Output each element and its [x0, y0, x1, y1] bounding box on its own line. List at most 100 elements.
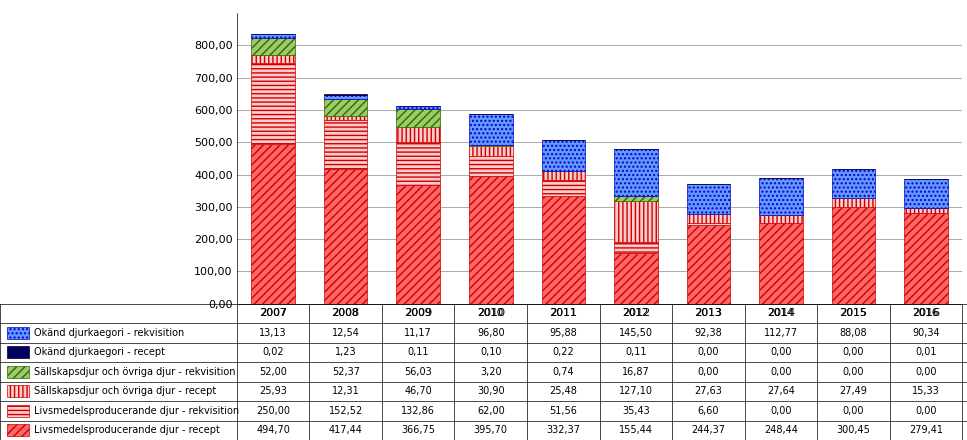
Text: 2013: 2013	[695, 308, 721, 319]
Bar	[7, 346, 29, 358]
Text: 90,34: 90,34	[912, 328, 940, 338]
Text: 12,54: 12,54	[332, 328, 360, 338]
Text: 2007: 2007	[260, 308, 286, 319]
Text: 2008: 2008	[333, 308, 359, 319]
Text: 279,41: 279,41	[909, 425, 943, 435]
Text: 300,45: 300,45	[836, 425, 870, 435]
Bar	[614, 253, 658, 304]
Text: 2012: 2012	[623, 308, 649, 319]
Bar	[469, 156, 513, 176]
Bar	[832, 169, 875, 198]
Text: 0,74: 0,74	[552, 367, 574, 377]
Bar	[324, 99, 367, 116]
Text: 96,80: 96,80	[477, 328, 505, 338]
Bar	[614, 201, 658, 242]
Text: 0,00: 0,00	[770, 406, 792, 416]
Bar	[7, 385, 29, 397]
Text: 2014: 2014	[768, 308, 794, 319]
Text: 2011: 2011	[550, 308, 576, 319]
Text: Okänd djurkaegori - recept: Okänd djurkaegori - recept	[35, 347, 165, 357]
Text: 127,10: 127,10	[619, 386, 653, 396]
Text: 0,02: 0,02	[262, 347, 284, 357]
Text: 92,38: 92,38	[694, 328, 722, 338]
Bar	[904, 180, 948, 209]
Text: 0,22: 0,22	[552, 347, 574, 357]
Text: 25,48: 25,48	[549, 386, 577, 396]
Bar	[542, 180, 585, 196]
Text: 395,70: 395,70	[474, 425, 508, 435]
Text: 244,37: 244,37	[691, 425, 725, 435]
Text: 27,63: 27,63	[694, 386, 722, 396]
Bar	[687, 223, 730, 225]
Text: Livsmedelsproducerande djur - rekvisition: Livsmedelsproducerande djur - rekvisitio…	[35, 406, 240, 416]
Text: 56,03: 56,03	[404, 367, 432, 377]
Text: 494,70: 494,70	[256, 425, 290, 435]
Bar	[469, 176, 513, 304]
Text: 366,75: 366,75	[401, 425, 435, 435]
Bar	[251, 63, 295, 144]
Bar	[324, 116, 367, 120]
Bar	[7, 425, 29, 436]
Text: 6,60: 6,60	[697, 406, 719, 416]
Text: 0,00: 0,00	[770, 347, 792, 357]
Bar	[324, 120, 367, 169]
Text: 35,43: 35,43	[622, 406, 650, 416]
Bar	[251, 38, 295, 55]
Bar	[396, 185, 440, 304]
Text: 1,23: 1,23	[335, 347, 357, 357]
Bar	[396, 109, 440, 127]
Bar	[469, 146, 513, 156]
Bar	[759, 224, 803, 304]
Bar	[251, 55, 295, 63]
Text: 46,70: 46,70	[404, 386, 432, 396]
Bar	[324, 95, 367, 99]
Bar	[759, 215, 803, 224]
Text: 2015: 2015	[840, 308, 866, 319]
Text: 155,44: 155,44	[619, 425, 653, 435]
Text: 2016: 2016	[913, 308, 939, 319]
Bar	[614, 149, 658, 195]
Bar	[542, 196, 585, 304]
Text: 0,00: 0,00	[697, 347, 719, 357]
Text: Livsmedelsproducerande djur - recept: Livsmedelsproducerande djur - recept	[35, 425, 220, 435]
Bar	[904, 209, 948, 213]
Text: 13,13: 13,13	[259, 328, 287, 338]
Bar	[832, 198, 875, 207]
Text: 0,10: 0,10	[480, 347, 502, 357]
Bar	[469, 145, 513, 146]
Text: 52,37: 52,37	[332, 367, 360, 377]
Bar	[759, 178, 803, 215]
Text: 2010: 2010	[478, 308, 504, 319]
Text: 3,20: 3,20	[480, 367, 502, 377]
Text: 62,00: 62,00	[477, 406, 505, 416]
Bar	[7, 327, 29, 339]
Bar	[251, 144, 295, 304]
Text: 0,00: 0,00	[842, 367, 864, 377]
Text: 51,56: 51,56	[549, 406, 577, 416]
Bar	[7, 405, 29, 417]
Bar	[251, 34, 295, 38]
Text: 0,11: 0,11	[407, 347, 429, 357]
Text: 30,90: 30,90	[477, 386, 505, 396]
Bar	[904, 213, 948, 304]
Bar	[687, 214, 730, 223]
Text: 132,86: 132,86	[401, 406, 435, 416]
Text: 52,00: 52,00	[259, 367, 287, 377]
Text: Sällskapsdjur och övriga djur - rekvisition: Sällskapsdjur och övriga djur - rekvisit…	[35, 367, 236, 377]
Text: 15,33: 15,33	[912, 386, 940, 396]
Text: 0,00: 0,00	[915, 406, 937, 416]
Text: Okänd djurkaegori - rekvisition: Okänd djurkaegori - rekvisition	[35, 328, 185, 338]
Text: 152,52: 152,52	[329, 406, 363, 416]
Text: 11,17: 11,17	[404, 328, 432, 338]
Bar	[396, 143, 440, 185]
Text: 112,77: 112,77	[764, 328, 798, 338]
Bar	[614, 242, 658, 253]
Text: 0,00: 0,00	[842, 347, 864, 357]
Bar	[7, 366, 29, 378]
Text: 25,93: 25,93	[259, 386, 287, 396]
Bar	[832, 207, 875, 304]
Bar	[687, 184, 730, 214]
Text: 332,37: 332,37	[546, 425, 580, 435]
Text: 0,11: 0,11	[625, 347, 647, 357]
Text: 417,44: 417,44	[329, 425, 363, 435]
